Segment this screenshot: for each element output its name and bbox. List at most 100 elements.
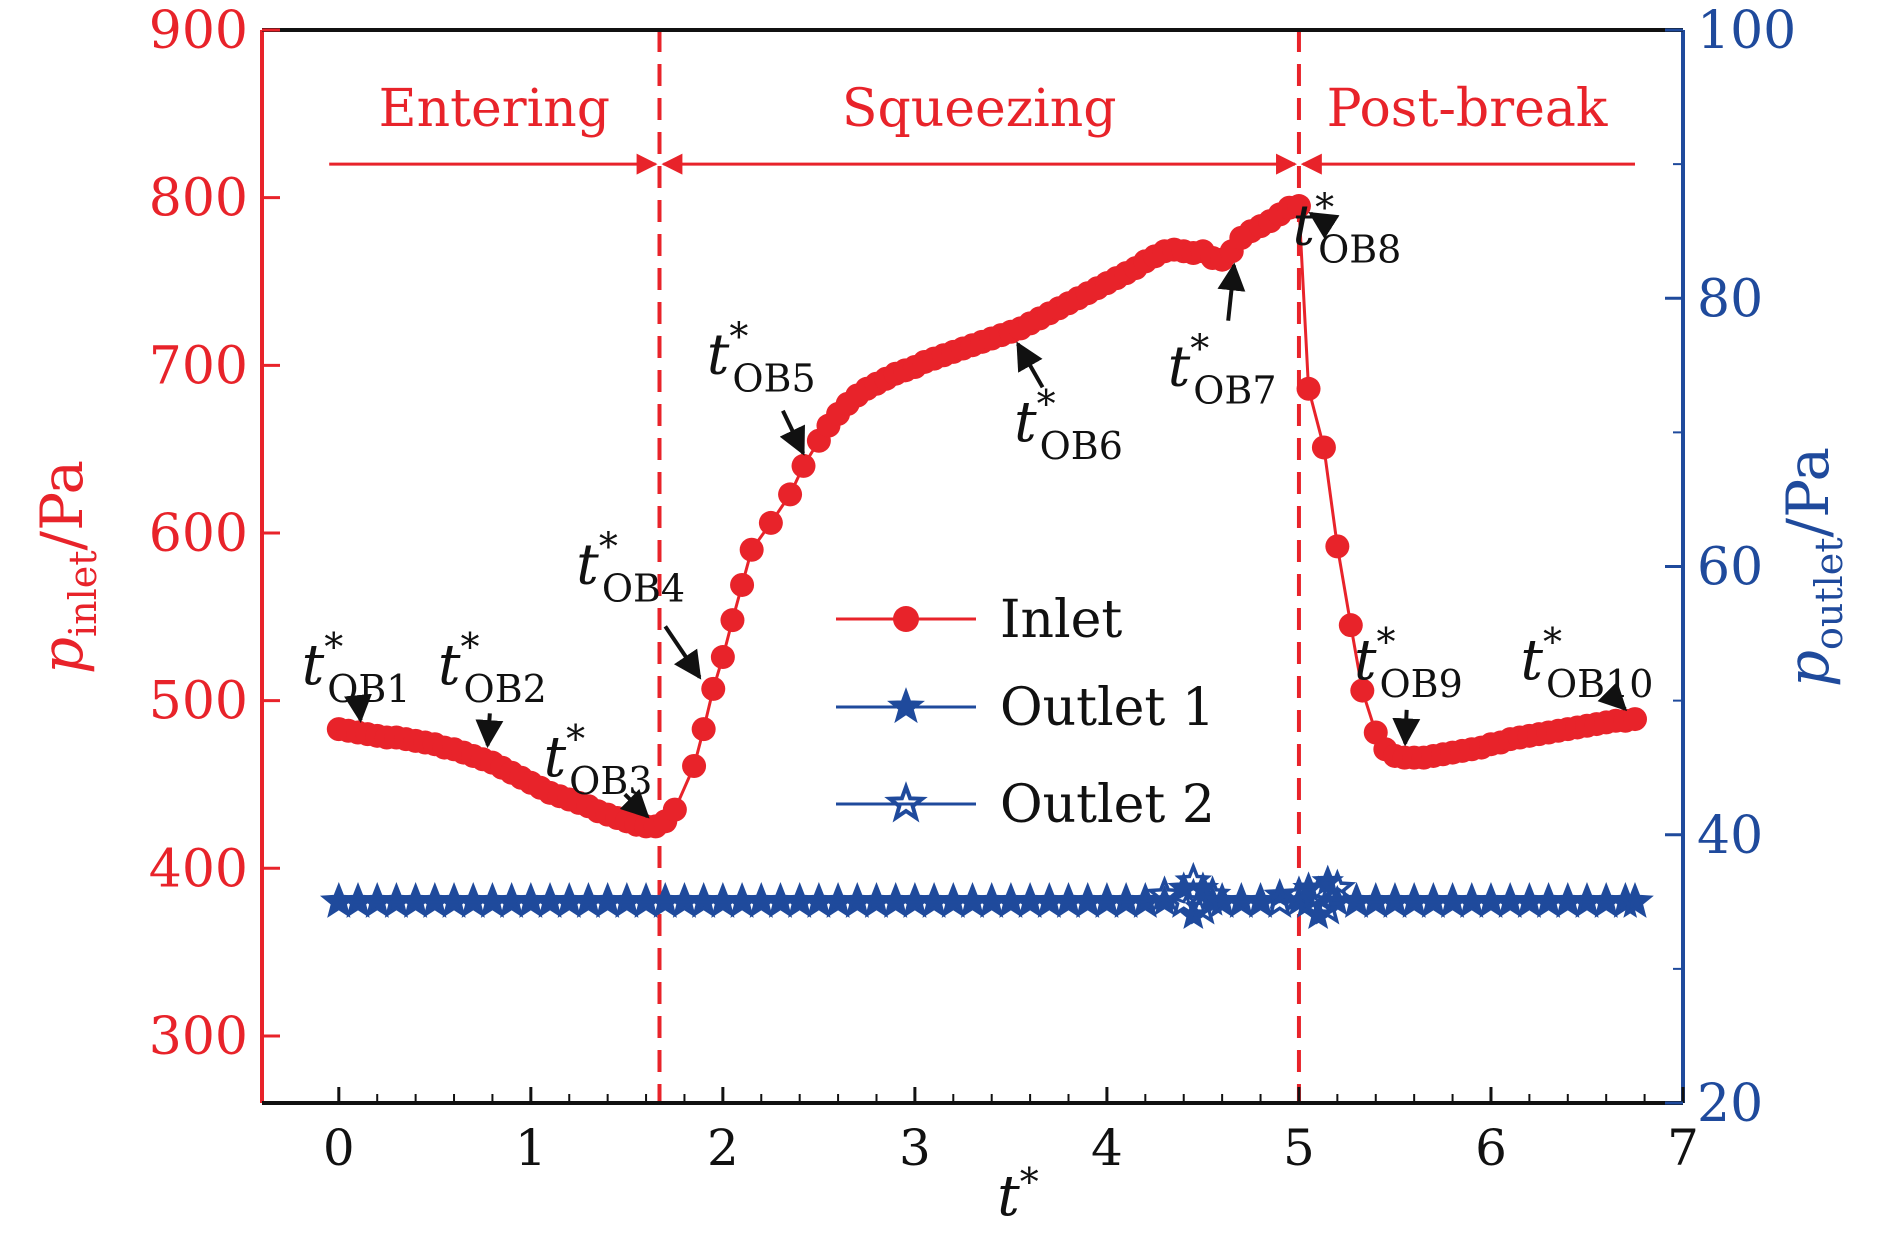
series-line-outlet-2: [338, 877, 1635, 912]
legend-label-outlet-1: Outlet 1: [1000, 678, 1215, 738]
annotation-arrow: [1308, 211, 1340, 239]
x-tick-label: 5: [1283, 1119, 1315, 1177]
data-point-inlet: [1350, 678, 1375, 703]
annotation-label: t* OB2: [438, 625, 547, 711]
annotation-base: t: [544, 725, 567, 790]
data-point-inlet: [778, 482, 803, 507]
annotation-sup: *: [1543, 620, 1562, 664]
left-y-tick-label: 300: [149, 1007, 248, 1067]
annotation-label: t* OB8: [1293, 186, 1402, 272]
x-tick-label: 4: [1091, 1119, 1123, 1177]
right-y-axis-label: poutlet/Pa: [1774, 447, 1851, 687]
annotation-label: t* OB9: [1354, 620, 1463, 706]
right-y-axis-label-symbol: p: [1774, 650, 1842, 687]
data-point-inlet: [662, 797, 687, 822]
data-point-inlet: [720, 608, 745, 633]
annotation-arrow: [1597, 681, 1628, 712]
annotation-arrow: [779, 409, 806, 456]
data-point-inlet: [1325, 534, 1350, 559]
annotation-sub: OB4: [602, 566, 685, 610]
annotation-label: t* OB6: [1014, 382, 1123, 468]
right-y-axis-label-unit: /Pa: [1774, 447, 1842, 538]
legend-marker-inlet: [893, 606, 919, 632]
right-y-tick-label: 60: [1697, 538, 1763, 598]
annotation-sup: *: [461, 625, 480, 669]
right-y-tick-label: 40: [1697, 806, 1763, 866]
right-y-tick-label: 100: [1697, 1, 1796, 61]
annotation-arrow: [1016, 341, 1045, 389]
left-y-ticks: 300 400 500 600 700 800 900: [149, 1, 280, 1067]
legend-label-inlet: Inlet: [1000, 590, 1122, 650]
x-tick-label: 3: [899, 1119, 931, 1177]
data-point-inlet: [1296, 376, 1321, 401]
left-y-tick-label: 600: [149, 504, 248, 564]
annotation-sub: OB3: [569, 759, 652, 803]
left-y-tick-label: 900: [149, 1, 248, 61]
annotation-ob1: t* OB1: [302, 625, 411, 724]
data-point-outlet-2: [1318, 868, 1357, 905]
legend-item-inlet: Inlet: [836, 590, 1122, 650]
annotation-sub: OB9: [1380, 662, 1463, 706]
data-point-outlet-2: [1616, 882, 1654, 918]
annotation-ob8: t* OB8: [1293, 186, 1402, 272]
x-axis-label-sup: *: [1020, 1160, 1039, 1204]
data-point-inlet: [739, 537, 764, 562]
annotation-sup: *: [1037, 382, 1056, 426]
annotation-arrow: [1392, 709, 1421, 747]
legend-item-outlet-2: Outlet 2: [836, 775, 1215, 835]
annotation-base: t: [707, 323, 730, 388]
data-point-outlet-2: [1164, 882, 1203, 918]
annotation-label: t* OB10: [1521, 620, 1654, 706]
data-point-inlet: [682, 754, 707, 779]
annotation-arrow: [619, 788, 650, 819]
x-axis-label-base: t: [997, 1164, 1020, 1229]
annotation-ob2: t* OB2: [438, 625, 547, 749]
annotation-base: t: [1354, 628, 1377, 693]
annotation-ob5: t* OB5: [707, 315, 816, 456]
x-tick-label: 6: [1475, 1119, 1507, 1177]
right-y-axis-label-subscript: outlet: [1807, 537, 1851, 650]
annotation-sub: OB7: [1193, 368, 1276, 412]
x-axis-label: t*: [997, 1160, 1039, 1229]
phase-label: Entering: [379, 79, 610, 139]
annotation-sub: OB6: [1040, 424, 1123, 468]
annotation-sup: *: [566, 717, 585, 761]
annotation-sub: OB2: [464, 667, 547, 711]
annotation-label: t* OB1: [302, 625, 411, 711]
left-y-tick-label: 400: [149, 839, 248, 899]
right-y-tick-label: 20: [1697, 1074, 1763, 1134]
annotation-arrow: [475, 713, 504, 749]
annotation-arrow: [1217, 262, 1246, 321]
left-y-axis-label-subscript: inlet: [61, 550, 105, 637]
annotation-label: t* OB5: [707, 315, 816, 401]
legend-item-outlet-1: Outlet 1: [836, 678, 1215, 738]
data-point-inlet: [791, 453, 816, 478]
data-point-inlet: [691, 717, 716, 742]
legend-marker-outlet-1: [887, 687, 925, 724]
annotation-sub: OB8: [1318, 228, 1401, 272]
left-y-axis-label-unit: /Pa: [28, 460, 96, 551]
annotation-arrow: [663, 625, 702, 680]
annotation-ob6: t* OB6: [1014, 341, 1123, 468]
left-y-axis-label: pinlet/Pa: [28, 460, 105, 674]
phase-label: Squeezing: [842, 79, 1117, 139]
legend-label-outlet-2: Outlet 2: [1000, 775, 1215, 835]
data-point-inlet: [710, 645, 735, 670]
left-y-tick-label: 500: [149, 672, 248, 732]
data-point-outlet-2: [1308, 888, 1347, 925]
x-ticks: 0 1 2 3 4 5 6 7: [323, 1087, 1699, 1177]
annotation-base: t: [1293, 194, 1316, 259]
annotation-sup: *: [1377, 620, 1396, 664]
annotation-base: t: [1168, 334, 1191, 399]
x-tick-label: 0: [323, 1119, 355, 1177]
annotation-sub: OB5: [732, 357, 815, 401]
annotation-sup: *: [729, 315, 748, 359]
axes-layer: 0 1 2 3 4 5 6 7 300 400 500 600 700 800 900 20 40 60 80 1…: [149, 1, 1797, 1177]
legend: Inlet Outlet 1 Outlet 2: [836, 590, 1215, 835]
data-point-inlet: [758, 510, 783, 535]
left-y-axis-label-symbol: p: [28, 637, 96, 674]
annotation-ob3: t* OB3: [544, 717, 652, 819]
data-point-outlet-2: [1174, 861, 1213, 898]
